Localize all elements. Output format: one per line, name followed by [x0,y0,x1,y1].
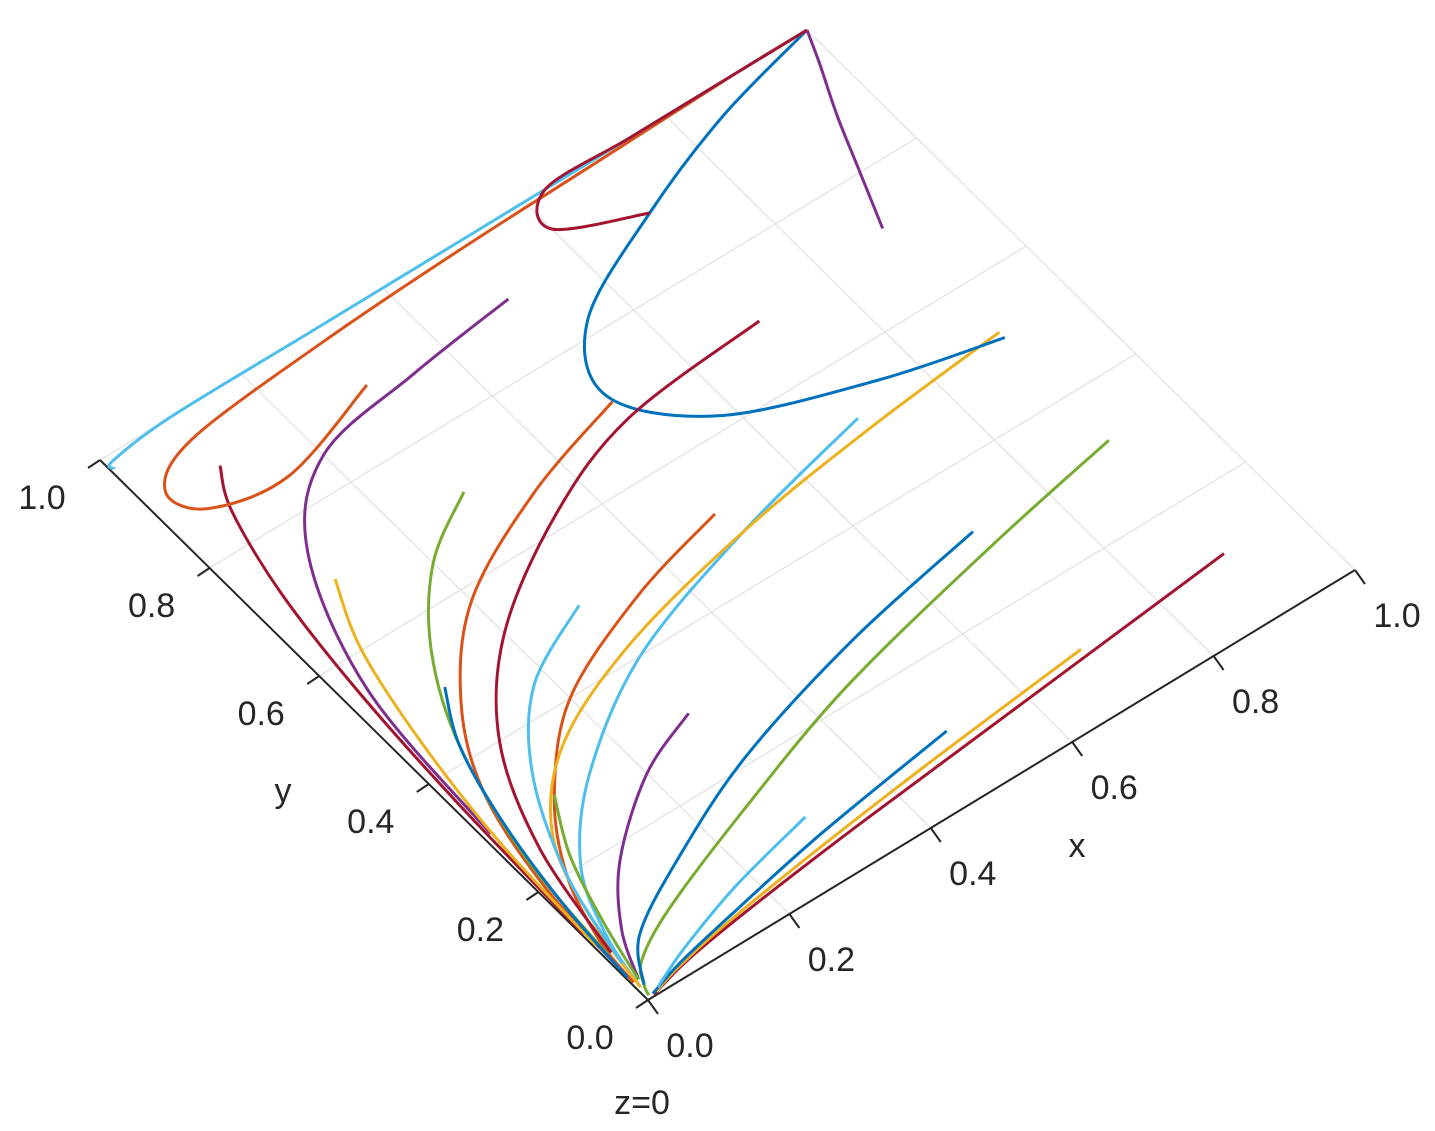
trajectory [552,794,640,981]
y-tick [635,999,649,1009]
trajectory [656,815,807,988]
grid-line [806,29,1356,571]
y-tick [416,783,430,793]
y-tick [525,891,539,901]
x-tick [1354,569,1366,585]
trajectory [494,319,761,954]
y-axis-label: y [275,772,292,810]
y-tick-label: 0.6 [238,695,285,733]
grid-line [209,137,917,569]
trajectory [636,530,975,986]
x-tick-label: 1.0 [1373,597,1420,635]
grid-line [538,461,1246,893]
grid-line [428,353,1137,785]
y-tick-label: 0.4 [347,803,394,841]
trajectory [163,28,808,511]
trajectory [218,465,585,936]
y-tick-label: 0.8 [128,587,175,625]
trajectory [458,400,624,973]
trajectory [651,729,948,995]
x-tick [647,999,659,1015]
trajectory [652,552,1225,996]
x-tick [1212,655,1225,671]
x-tick-label: 0.8 [1232,683,1279,721]
grid-line [665,115,1215,657]
z-label: z=0 [614,1084,670,1122]
y-tick-label: 0.2 [457,911,504,949]
x-tick-label: 0.4 [949,855,996,893]
trajectory [303,297,510,835]
y-tick [197,567,211,577]
x-axis [647,569,1356,1001]
trajectory [443,686,629,979]
y-tick [87,459,101,469]
x-tick [788,913,801,929]
x-tick-label: 0.2 [808,941,855,979]
trajectory [552,512,717,984]
x-tick-label: 0.0 [666,1027,713,1065]
trajectory [535,28,808,232]
x-tick [1071,741,1084,757]
y-tick [306,675,320,685]
trajectory [655,648,1082,993]
x-axis-label: x [1069,827,1086,865]
x-tick [929,827,942,843]
grid-line [318,245,1027,677]
trajectory [578,417,859,988]
trajectory [526,604,624,965]
trajectory [638,439,1110,996]
y-tick-label: 0.0 [566,1019,613,1057]
grid-line [382,287,932,829]
y-axis [99,459,649,1001]
trajectory [582,28,1006,418]
trajectory [805,29,885,230]
grid-line [523,201,1073,743]
trajectory [333,578,597,946]
trajectory [427,491,609,956]
trajectory [616,712,690,980]
y-tick-label: 1.0 [18,479,65,517]
x-tick-label: 0.6 [1091,769,1138,807]
